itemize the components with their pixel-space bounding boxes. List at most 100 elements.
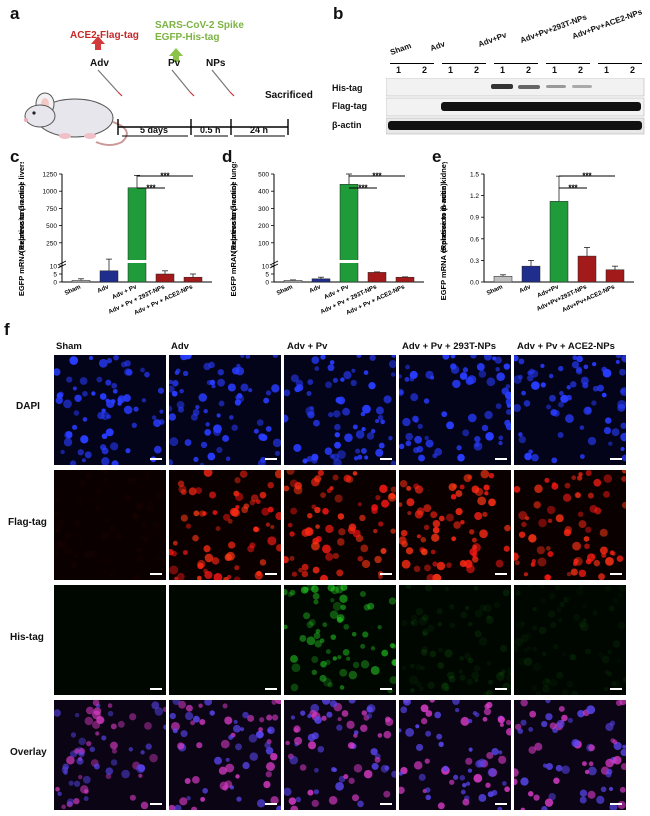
- scale-bar: [495, 688, 507, 690]
- bar: [577, 255, 597, 283]
- bar: [521, 265, 541, 283]
- scale-bar: [150, 458, 162, 460]
- significance-label: ***: [568, 184, 578, 193]
- bar-break: [127, 260, 147, 263]
- microscopy-tile: [280, 352, 397, 468]
- row-flag: Flag-tag: [8, 517, 47, 528]
- nps-label: NPs: [206, 58, 226, 69]
- y-tick-label: 1.5: [470, 172, 479, 179]
- y-tick-label: 300: [258, 206, 269, 213]
- microscopy-tile: [512, 352, 630, 465]
- row-his: His-tag: [10, 632, 44, 643]
- row-overlay: Overlay: [10, 747, 47, 758]
- scale-bar: [380, 803, 392, 805]
- col-sham: Sham: [56, 341, 82, 352]
- panel-d-label: d: [222, 147, 233, 166]
- ace2-flag-label: ACE2-Flag-tag: [70, 30, 139, 41]
- microscopy-tile: [283, 696, 399, 814]
- y-tick-label: 0: [265, 280, 269, 287]
- microscopy-tile: [52, 354, 166, 468]
- timeline-diagram: [24, 36, 289, 146]
- y-tick-label: 250: [46, 240, 57, 247]
- x-tick-label: Adv+Pv+ACE2-NPs: [561, 283, 616, 314]
- y-tick-label: 0.0: [470, 280, 479, 287]
- significance-label: ***: [358, 184, 368, 193]
- blot-image: [386, 78, 645, 135]
- wb-row-his: His-tag: [332, 83, 363, 93]
- y-tick-label: 5: [265, 272, 269, 279]
- wb-lane-label: 1: [500, 65, 506, 75]
- wb-group-underline: [390, 63, 434, 64]
- bar: [71, 280, 91, 283]
- col-adv: Adv: [171, 341, 189, 352]
- chart-livers: EGFP mRNA expression in mice livers(Rela…: [17, 162, 212, 317]
- interval-05h: 0.5 h: [200, 125, 221, 135]
- wb-group-underline: [494, 63, 538, 64]
- significance-label: ***: [160, 172, 170, 181]
- wb-group-label: Adv+Pv: [476, 30, 508, 49]
- scale-bar: [380, 688, 392, 690]
- y-tick-label: 10: [262, 264, 270, 271]
- significance-label: ***: [146, 184, 156, 193]
- y-tick-label: 0.9: [470, 215, 479, 222]
- wb-group-label: Sham: [388, 41, 413, 57]
- y-tick-label: 100: [258, 240, 269, 247]
- microscopy-tile: [169, 585, 281, 695]
- y-tick-label: 200: [258, 223, 269, 230]
- bar: [605, 269, 625, 283]
- x-tick-label: Sham: [486, 283, 505, 297]
- y-tick-label: 400: [258, 189, 269, 196]
- sacrificed-label: Sacrificed: [265, 90, 313, 101]
- scale-bar: [610, 573, 622, 575]
- wb-group-label: Adv: [428, 39, 447, 53]
- x-tick-label: Sham: [276, 283, 295, 297]
- mouse-illustration: [24, 92, 128, 146]
- significance-label: ***: [372, 172, 382, 181]
- scale-bar: [495, 458, 507, 460]
- bar: [99, 270, 119, 283]
- bar-break: [339, 260, 359, 263]
- wb-row-actin: β-actin: [332, 120, 362, 130]
- scale-bar: [150, 688, 162, 690]
- scale-bar: [265, 573, 277, 575]
- scale-bar: [265, 803, 277, 805]
- microscopy-tile: [511, 582, 629, 699]
- panel-a-label: a: [10, 4, 20, 23]
- significance-label: ***: [582, 172, 592, 181]
- y-tick-label: 0: [53, 280, 57, 287]
- microscopy-tile: [54, 585, 166, 695]
- scale-bar: [150, 573, 162, 575]
- axis-break-mark: [269, 260, 279, 269]
- scale-bar: [610, 688, 622, 690]
- wb-lane-label: 2: [526, 65, 532, 75]
- bar: [283, 280, 303, 283]
- chart-kidneys: EGFP mRNA expression in mice kidneys(Rel…: [439, 162, 634, 314]
- wb-lane-label: 1: [604, 65, 610, 75]
- wb-lane-label: 1: [448, 65, 454, 75]
- bar: [395, 276, 415, 283]
- scale-bar: [610, 803, 622, 805]
- microscopy-tile: [165, 351, 282, 468]
- wb-lane-label: 1: [396, 65, 402, 75]
- y-tick-label: 1.2: [470, 193, 479, 200]
- y-tick-label: 500: [258, 172, 269, 179]
- wb-lane-label: 2: [578, 65, 584, 75]
- scale-bar: [495, 803, 507, 805]
- microscopy-tile: [510, 468, 629, 581]
- interval-24h: 24 h: [250, 125, 269, 135]
- bar: [127, 187, 147, 283]
- x-tick-label: Adv: [96, 283, 110, 295]
- microscopy-tile: [54, 470, 166, 580]
- scale-bar: [380, 573, 392, 575]
- y-axis-label: EGFP mRNA expression in mice livers(Rela…: [17, 162, 26, 296]
- bar: [339, 184, 359, 283]
- x-tick-label: Adv: [308, 283, 322, 295]
- y-tick-label: 5: [53, 272, 57, 279]
- panel-a: ACE2-Flag-tag SARS-CoV-2 Spike EGFP-His-…: [10, 20, 330, 150]
- syringe-icon: [97, 69, 123, 97]
- wb-lane-label: 1: [552, 65, 558, 75]
- panel-b-label: b: [333, 4, 344, 23]
- y-tick-label: 10: [50, 264, 58, 271]
- microscopy-tile: [53, 699, 169, 810]
- wb-group-underline: [598, 63, 642, 64]
